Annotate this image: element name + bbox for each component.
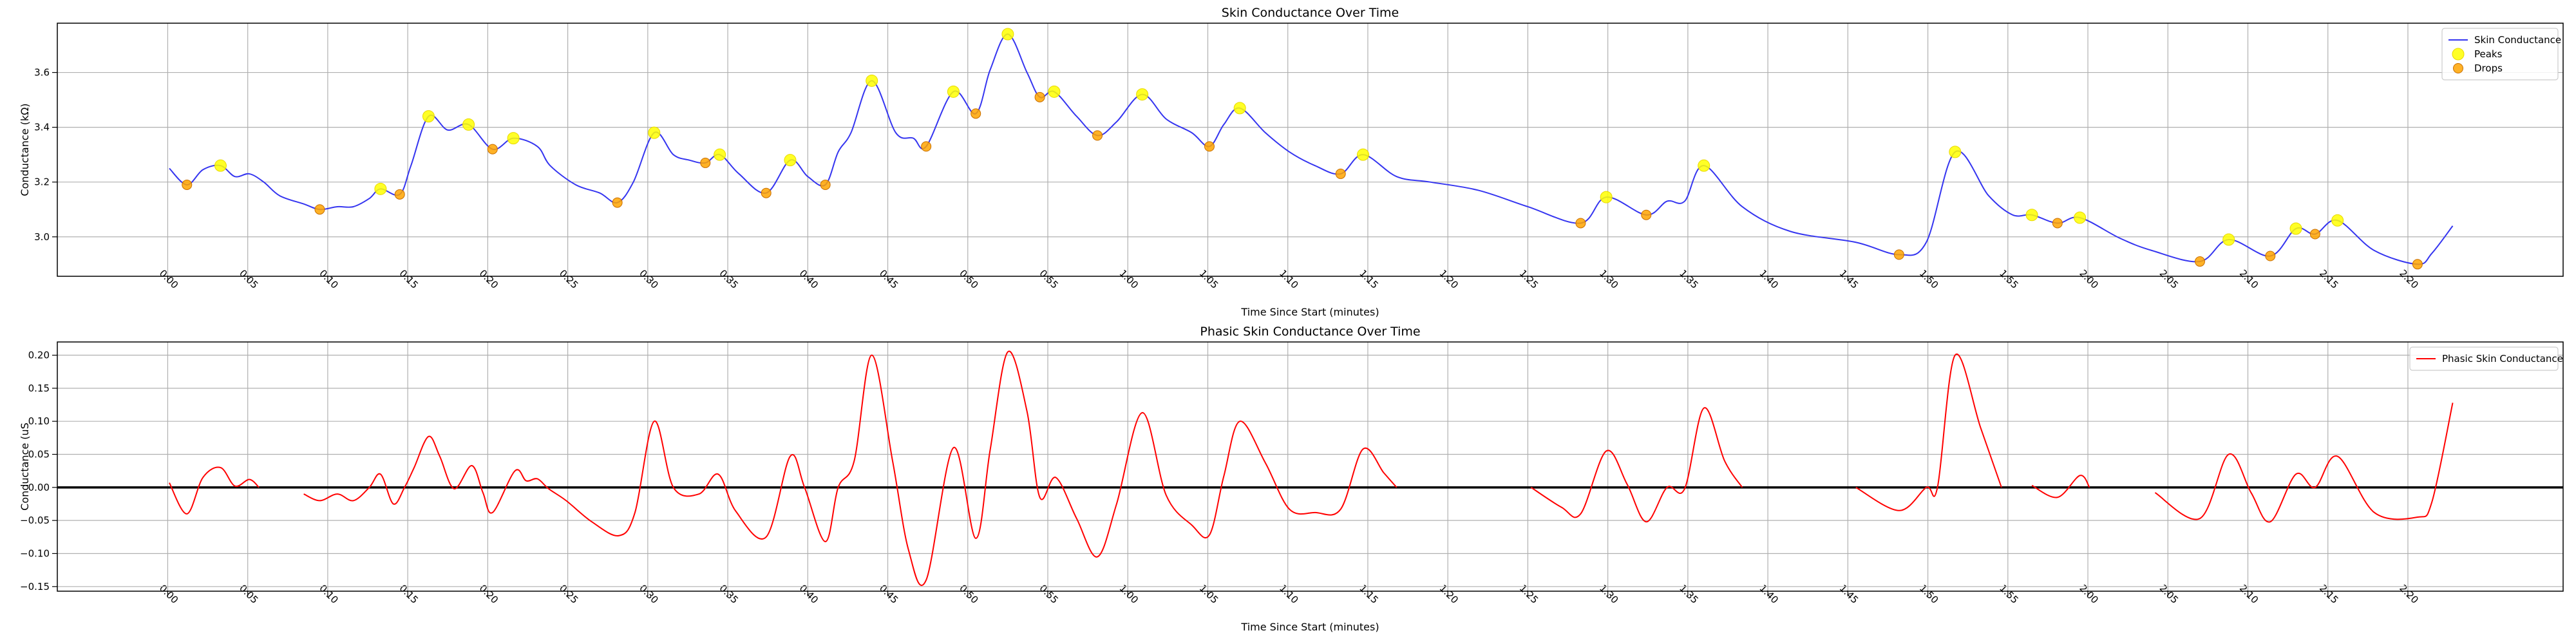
- marker: [971, 108, 981, 119]
- marker: [947, 85, 960, 98]
- legend-swatch: [2452, 48, 2465, 61]
- marker: [2309, 229, 2320, 240]
- data-line: [1855, 353, 2002, 511]
- marker: [1335, 168, 1346, 179]
- marker: [1949, 146, 1962, 158]
- marker: [700, 157, 711, 168]
- marker: [182, 179, 193, 190]
- marker: [1204, 141, 1215, 152]
- marker: [2074, 211, 2087, 224]
- chart-title: Phasic Skin Conductance Over Time: [1200, 325, 1420, 339]
- marker: [487, 144, 498, 155]
- y-tick-label: −0.15: [20, 581, 50, 592]
- plot-area: [57, 23, 2563, 276]
- legend-box: [2409, 346, 2559, 371]
- data-line: [2154, 402, 2454, 523]
- marker: [2194, 256, 2205, 267]
- y-tick-label: 3.2: [34, 176, 50, 188]
- legend-swatch: [2453, 63, 2463, 73]
- y-tick-label: 0.10: [28, 415, 50, 427]
- marker: [2052, 218, 2063, 229]
- marker: [648, 126, 661, 139]
- y-axis-label: Conductance (kΩ): [19, 103, 31, 196]
- marker: [1893, 249, 1904, 260]
- data-line: [169, 466, 260, 515]
- y-tick-label: 3.4: [34, 122, 50, 133]
- marker: [2222, 233, 2235, 246]
- marker: [866, 74, 878, 87]
- data-line: [1530, 407, 1743, 523]
- marker: [2331, 214, 2344, 227]
- y-tick-label: −0.05: [20, 515, 50, 526]
- marker: [1641, 209, 1652, 220]
- y-tick-label: 3.6: [34, 67, 50, 79]
- marker: [1001, 28, 1014, 41]
- marker: [1575, 218, 1586, 229]
- x-axis-label: Time Since Start (minutes): [1240, 306, 1379, 318]
- marker: [462, 118, 475, 131]
- marker: [214, 159, 227, 172]
- marker: [2025, 209, 2038, 222]
- marker: [761, 187, 772, 198]
- marker: [394, 189, 405, 200]
- marker: [1048, 85, 1061, 98]
- legend-label: Drops: [2474, 62, 2503, 74]
- legend-box: [2441, 28, 2559, 80]
- marker: [784, 154, 797, 167]
- marker: [422, 110, 435, 123]
- marker: [1034, 91, 1045, 102]
- y-tick-label: 0.00: [28, 482, 50, 493]
- marker: [1233, 102, 1246, 115]
- legend-label: Peaks: [2474, 48, 2503, 60]
- marker: [1092, 130, 1103, 141]
- data-line: [2031, 475, 2090, 498]
- marker: [1356, 148, 1369, 161]
- marker: [314, 204, 325, 215]
- marker: [2412, 259, 2423, 270]
- chart-title: Skin Conductance Over Time: [1222, 6, 1399, 20]
- y-tick-label: 0.20: [28, 350, 50, 361]
- y-tick-label: 0.05: [28, 449, 50, 460]
- marker: [820, 179, 831, 190]
- axes-frame: [57, 341, 2564, 592]
- axes-frame: [57, 23, 2564, 277]
- marker: [921, 141, 932, 152]
- data-line: [303, 350, 1397, 586]
- y-axis-label: Conductance (uS: [19, 422, 31, 511]
- marker: [714, 148, 726, 161]
- y-tick-label: −0.10: [20, 547, 50, 559]
- marker: [612, 197, 623, 208]
- marker: [1600, 191, 1613, 204]
- y-tick-label: 3.0: [34, 231, 50, 243]
- plot-area: [57, 342, 2563, 591]
- y-tick-label: 0.15: [28, 383, 50, 394]
- marker: [2265, 251, 2276, 261]
- x-axis-label: Time Since Start (minutes): [1240, 621, 1379, 633]
- marker: [2289, 222, 2302, 235]
- marker: [507, 132, 520, 145]
- marker: [1698, 159, 1710, 172]
- legend-label: Skin Conductance: [2474, 34, 2561, 46]
- marker: [374, 182, 387, 195]
- legend-label: Phasic Skin Conductance: [2442, 353, 2563, 365]
- marker: [1136, 88, 1149, 101]
